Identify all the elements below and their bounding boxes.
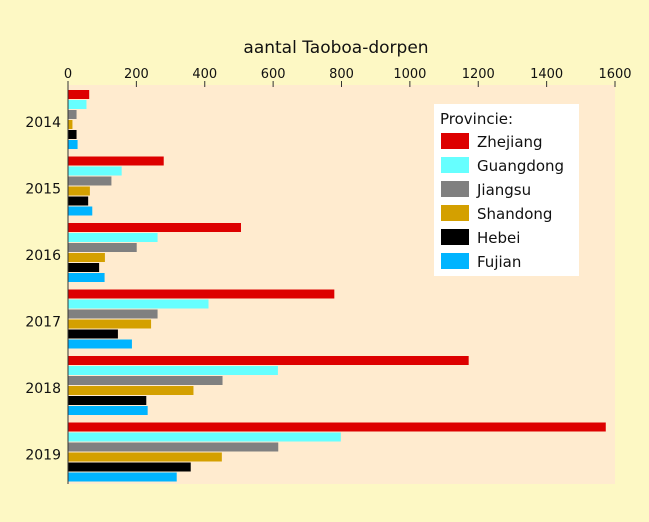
bar-zhejiang-2018 [68, 356, 469, 365]
bar-zhejiang-2016 [68, 223, 241, 232]
legend-swatch-shandong [441, 205, 469, 221]
x-tick-label: 0 [64, 67, 72, 82]
bar-guangdong-2019 [68, 432, 341, 442]
x-tick-label: 1400 [530, 67, 563, 82]
legend-swatch-jiangsu [441, 181, 469, 197]
y-category-label: 2017 [25, 315, 61, 331]
legend-swatch-hebei [441, 229, 469, 245]
bar-jiangsu-2018 [68, 376, 223, 385]
bar-fujian-2019 [68, 472, 177, 482]
legend-swatch-zhejiang [441, 133, 469, 149]
bar-jiangsu-2017 [68, 309, 158, 319]
legend-label-shandong: Shandong [477, 205, 552, 223]
bar-fujian-2014 [68, 140, 78, 149]
bar-fujian-2018 [68, 406, 148, 415]
bar-shandong-2019 [68, 452, 222, 462]
legend: Provincie: Zhejiang Guangdong Jiangsu Shand… [434, 104, 579, 276]
y-category-label: 2018 [25, 381, 61, 397]
legend-swatch-guangdong [441, 157, 469, 173]
x-tick-label: 1600 [598, 67, 631, 82]
bar-hebei-2015 [68, 196, 89, 206]
bar-shandong-2016 [68, 253, 105, 262]
bar-zhejiang-2017 [68, 289, 335, 299]
x-tick-label: 1200 [462, 67, 495, 82]
x-tick-label: 1000 [393, 67, 426, 82]
legend-label-fujian: Fujian [477, 253, 521, 271]
bar-jiangsu-2019 [68, 442, 279, 452]
bar-hebei-2016 [68, 263, 100, 272]
bar-zhejiang-2019 [68, 422, 606, 432]
legend-label-jiangsu: Jiangsu [476, 181, 531, 199]
bar-jiangsu-2014 [68, 110, 77, 119]
chart-title: aantal Taoboa-dorpen [243, 38, 428, 58]
bar-shandong-2018 [68, 386, 194, 395]
y-category-label: 2016 [25, 248, 61, 264]
bar-fujian-2016 [68, 273, 105, 282]
y-category-label: 2014 [25, 115, 61, 131]
x-tick-label: 600 [261, 67, 286, 82]
bar-jiangsu-2015 [68, 176, 112, 186]
bar-jiangsu-2016 [68, 243, 137, 252]
legend-swatch-fujian [441, 253, 469, 269]
bar-guangdong-2018 [68, 366, 278, 375]
x-tick-label: 800 [329, 67, 354, 82]
legend-label-hebei: Hebei [477, 229, 520, 247]
legend-label-guangdong: Guangdong [477, 157, 564, 175]
bar-shandong-2017 [68, 319, 152, 329]
legend-label-zhejiang: Zhejiang [477, 133, 543, 151]
bar-fujian-2017 [68, 339, 132, 349]
x-tick-label: 400 [192, 67, 217, 82]
bar-hebei-2019 [68, 462, 191, 472]
bar-guangdong-2015 [68, 166, 122, 176]
bar-guangdong-2014 [68, 100, 87, 109]
bar-zhejiang-2014 [68, 90, 90, 99]
bar-guangdong-2017 [68, 299, 209, 309]
bar-hebei-2017 [68, 329, 118, 339]
legend-title: Provincie: [440, 110, 513, 128]
bar-shandong-2014 [68, 120, 73, 129]
y-category-label: 2019 [25, 448, 61, 464]
bar-zhejiang-2015 [68, 156, 164, 166]
bar-fujian-2015 [68, 206, 93, 216]
bar-hebei-2018 [68, 396, 147, 405]
x-tick-label: 200 [124, 67, 149, 82]
bar-shandong-2015 [68, 186, 90, 196]
bar-hebei-2014 [68, 130, 77, 139]
bar-guangdong-2016 [68, 233, 158, 242]
y-category-label: 2015 [25, 182, 61, 198]
